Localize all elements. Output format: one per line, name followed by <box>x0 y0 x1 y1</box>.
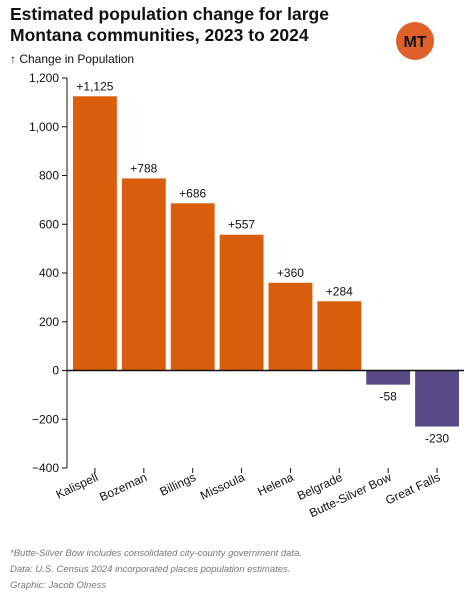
x-tick-label: Billings <box>158 470 198 499</box>
bar <box>268 282 313 371</box>
bar <box>366 370 411 385</box>
data-label: +788 <box>130 161 157 175</box>
y-tick-label: 600 <box>39 217 59 231</box>
data-label: +360 <box>277 266 304 280</box>
y-tick-label: 1,000 <box>29 120 59 134</box>
logo-circle <box>396 22 434 60</box>
x-tick-label: Bozeman <box>97 470 149 504</box>
bar <box>415 370 459 427</box>
x-tick-label: Butte-Silver Bow <box>307 470 394 520</box>
y-tick-label: 1,200 <box>29 71 59 85</box>
bar <box>317 301 362 371</box>
x-tick-label: Great Falls <box>383 470 442 507</box>
data-label: +557 <box>228 218 255 232</box>
y-tick-label: 0 <box>52 364 59 378</box>
chart-notes: *Butte-Silver Bow includes consolidated … <box>10 546 302 594</box>
y-tick-label: −400 <box>32 461 59 475</box>
credit-note: Graphic: Jacob Olness <box>10 580 107 591</box>
bar-chart: −400 −200 0 200 400 600 800 1,000 1,200 +1,125 Kal… <box>29 71 464 520</box>
logo-text: MT <box>403 34 426 51</box>
data-label: -58 <box>380 390 398 404</box>
x-tick-label: Helena <box>255 470 296 499</box>
y-tick-label: −200 <box>32 412 59 426</box>
bar <box>170 203 215 371</box>
source-note: Data: U.S. Census 2024 incorporated plac… <box>10 564 291 575</box>
chart-title: Estimated population change for large Mo… <box>10 4 329 45</box>
data-label: +1,125 <box>76 79 113 93</box>
data-label: +686 <box>179 186 206 200</box>
data-label: -230 <box>425 432 449 446</box>
y-tick-label: 800 <box>39 169 59 183</box>
footnote: *Butte-Silver Bow includes consolidated … <box>10 548 303 559</box>
y-axis-label: ↑ Change in Population <box>10 52 135 66</box>
data-label: +284 <box>326 284 353 298</box>
y-tick-label: 200 <box>39 315 59 329</box>
bar <box>219 234 264 371</box>
y-tick-label: 400 <box>39 266 59 280</box>
bar <box>121 178 166 371</box>
x-tick-label: Missoula <box>198 470 247 503</box>
bar <box>73 96 117 371</box>
mt-logo: MT <box>396 22 434 60</box>
x-tick-label: Kalispell <box>54 470 100 502</box>
